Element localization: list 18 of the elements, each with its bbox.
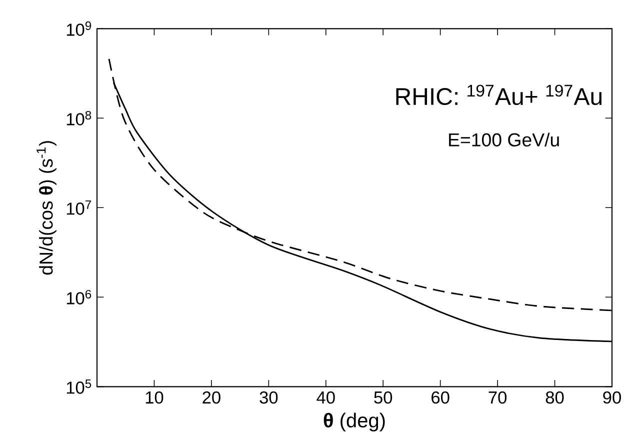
annotation: RHIC: $^{197}$Au+ $^{197}$Au xyxy=(396,84,602,106)
x-tick-label: 30 xyxy=(260,391,278,404)
y-tick-label: 10$^{7}$ xyxy=(66,200,92,215)
x-tick-label: 60 xyxy=(432,391,450,404)
x-tick-label: 20 xyxy=(202,391,220,404)
x-tick-label: 80 xyxy=(546,391,564,404)
y-tick-label: 10$^{9}$ xyxy=(66,21,92,36)
annotation: E=100 GeV/u xyxy=(449,132,559,146)
x-tick-label: 90 xyxy=(603,391,621,404)
y-tick-label: 10$^{8}$ xyxy=(66,110,92,126)
x-axis-title: θ (deg) xyxy=(324,412,385,432)
y-axis-title: dN/d(cos θ) (s$^{-1}$) xyxy=(36,141,56,275)
x-tick-label: 40 xyxy=(316,391,335,404)
x-tick-label: 50 xyxy=(374,391,392,404)
x-tick-label: 70 xyxy=(488,391,507,404)
x-tick-label: 10 xyxy=(146,391,164,404)
y-tick-label: 10$^{5}$ xyxy=(66,380,92,394)
y-tick-label: 10$^{6}$ xyxy=(66,290,92,304)
